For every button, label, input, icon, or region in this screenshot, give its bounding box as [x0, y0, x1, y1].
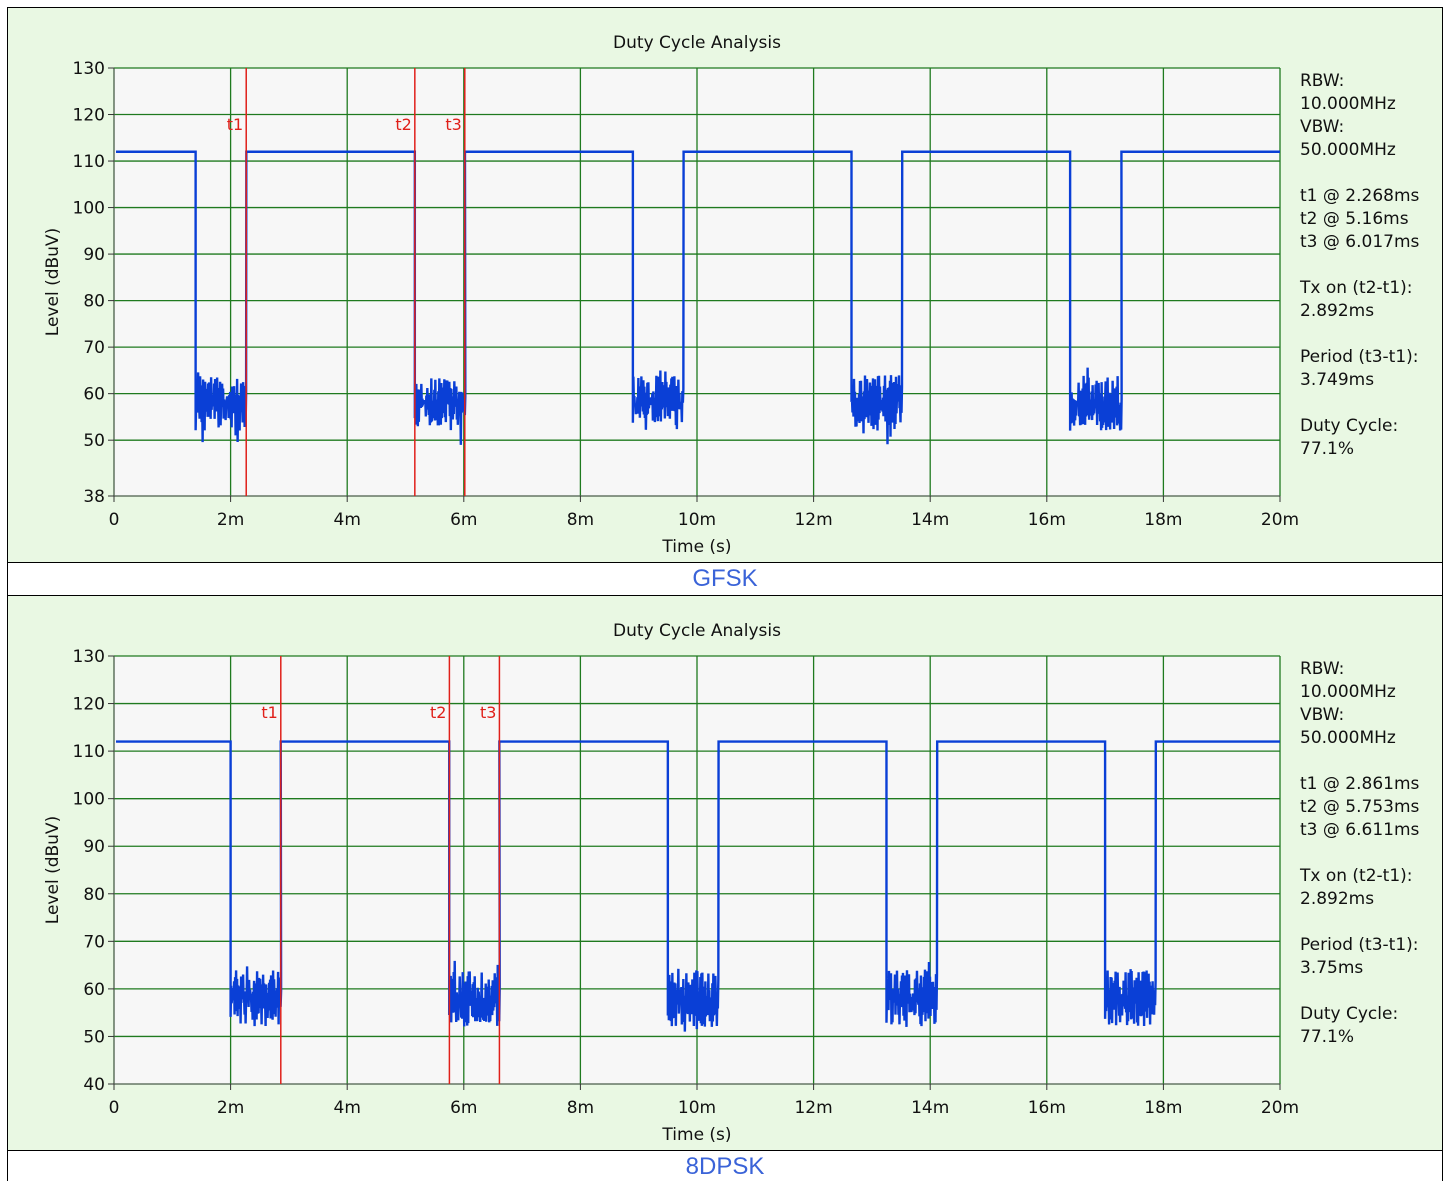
y-tick-label: 60	[83, 385, 105, 405]
y-tick-label: 50	[83, 431, 105, 451]
caption-gfsk: GFSK	[692, 565, 758, 592]
info-text: Period (t3-t1):	[1300, 935, 1419, 955]
x-tick-label: 20m	[1261, 510, 1299, 530]
y-tick-label: 60	[83, 980, 105, 1000]
y-tick-label: 100	[73, 790, 105, 810]
chart-8dpsk: 40 50 60 70 80 90 100 110 120 130 0 2m 4m 6m 8m 10m 12m 1…	[43, 621, 1420, 1145]
x-tick-label: 0	[109, 1098, 120, 1118]
info-text: Period (t3-t1):	[1300, 347, 1419, 367]
x-tick-label: 6m	[450, 510, 477, 530]
x-tick-label: 2m	[217, 1098, 244, 1118]
x-axis-label: Time (s)	[661, 1125, 731, 1145]
info-text: VBW:	[1300, 705, 1344, 725]
info-text: RBW:	[1300, 71, 1344, 91]
y-tick-label: 130	[73, 647, 105, 667]
info-text: 10.000MHz	[1300, 94, 1396, 114]
figure-frame	[7, 7, 1443, 1181]
chart-title: Duty Cycle Analysis	[613, 33, 781, 53]
chart-title: Duty Cycle Analysis	[613, 621, 781, 641]
info-text: t2 @ 5.753ms	[1300, 797, 1420, 817]
x-tick-label: 10m	[678, 1098, 716, 1118]
info-text: t1 @ 2.268ms	[1300, 186, 1420, 206]
x-tick-label: 4m	[334, 510, 361, 530]
x-tick-label: 14m	[911, 1098, 949, 1118]
x-tick-label: 8m	[567, 510, 594, 530]
info-text: Duty Cycle:	[1300, 1004, 1398, 1024]
info-text: Tx on (t2-t1):	[1299, 866, 1413, 886]
info-text: 50.000MHz	[1300, 728, 1396, 748]
caption-row-gfsk: GFSK	[8, 563, 1442, 595]
x-tick-label: 6m	[450, 1098, 477, 1118]
y-tick-label: 50	[83, 1027, 105, 1047]
cursor-label-t2: t2	[430, 703, 446, 722]
y-tick-label: 130	[73, 59, 105, 79]
signal-trace	[116, 150, 1280, 445]
divider	[7, 1150, 1443, 1151]
caption-8dpsk: 8DPSK	[685, 1153, 765, 1180]
divider	[7, 562, 1443, 563]
x-axis-label: Time (s)	[661, 537, 731, 557]
y-axis-label: Level (dBuV)	[43, 228, 63, 336]
info-text: t3 @ 6.611ms	[1300, 820, 1420, 840]
info-text: 3.749ms	[1300, 370, 1374, 390]
cursor-label-t3: t3	[445, 115, 461, 134]
info-text: t3 @ 6.017ms	[1300, 232, 1420, 252]
cursor-label-t1: t1	[227, 115, 243, 134]
info-text: 2.892ms	[1300, 301, 1374, 321]
x-tick-label: 20m	[1261, 1098, 1299, 1118]
y-tick-label: 38	[83, 487, 105, 507]
info-text: t1 @ 2.861ms	[1300, 774, 1420, 794]
y-tick-label: 110	[73, 152, 105, 172]
info-text: 3.75ms	[1300, 958, 1363, 978]
y-tick-label: 110	[73, 742, 105, 762]
y-tick-label: 40	[83, 1075, 105, 1095]
info-text: 77.1%	[1300, 1027, 1354, 1047]
x-tick-label: 10m	[678, 510, 716, 530]
cursor-label-t3: t3	[480, 703, 496, 722]
chart-gfsk: 38 50 60 70 80 90 100 110 120 130 0 2m 4m 6m 8m 10m 12m 1…	[43, 33, 1420, 557]
x-tick-label: 18m	[1144, 510, 1182, 530]
x-tick-label: 12m	[794, 510, 832, 530]
x-tick-label: 16m	[1028, 1098, 1066, 1118]
chart-panel-8dpsk: 40 50 60 70 80 90 100 110 120 130 0 2m 4m 6m 8m 10m 12m 1…	[8, 596, 1442, 1150]
x-tick-label: 8m	[567, 1098, 594, 1118]
info-text: Tx on (t2-t1):	[1299, 278, 1413, 298]
info-text: t2 @ 5.16ms	[1300, 209, 1409, 229]
signal-trace	[116, 740, 1280, 1032]
info-text: 50.000MHz	[1300, 140, 1396, 160]
y-tick-label: 90	[83, 837, 105, 857]
x-tick-label: 14m	[911, 510, 949, 530]
cursor-label-t2: t2	[395, 115, 411, 134]
info-text: VBW:	[1300, 117, 1344, 137]
x-tick-label: 18m	[1144, 1098, 1182, 1118]
grid	[113, 67, 1281, 497]
x-tick-label: 4m	[334, 1098, 361, 1118]
x-tick-label: 12m	[794, 1098, 832, 1118]
cursor-label-t1: t1	[261, 703, 277, 722]
y-axis-label: Level (dBuV)	[43, 816, 63, 924]
x-tick-label: 0	[109, 510, 120, 530]
y-tick-label: 80	[83, 292, 105, 312]
info-text: 2.892ms	[1300, 889, 1374, 909]
y-tick-label: 70	[83, 338, 105, 358]
info-text: 10.000MHz	[1300, 682, 1396, 702]
info-text: Duty Cycle:	[1300, 416, 1398, 436]
caption-row-8dpsk: 8DPSK	[8, 1151, 1442, 1181]
info-text: 77.1%	[1300, 439, 1354, 459]
chart-panel-gfsk: 38 50 60 70 80 90 100 110 120 130 0 2m 4m 6m 8m 10m 12m 1…	[8, 8, 1442, 562]
y-tick-label: 80	[83, 885, 105, 905]
info-text: RBW:	[1300, 659, 1344, 679]
y-tick-label: 90	[83, 245, 105, 265]
y-tick-label: 120	[73, 695, 105, 715]
y-tick-label: 100	[73, 199, 105, 219]
x-tick-label: 16m	[1028, 510, 1066, 530]
y-tick-label: 70	[83, 932, 105, 952]
x-tick-label: 2m	[217, 510, 244, 530]
divider	[7, 595, 1443, 596]
y-tick-label: 120	[73, 106, 105, 126]
